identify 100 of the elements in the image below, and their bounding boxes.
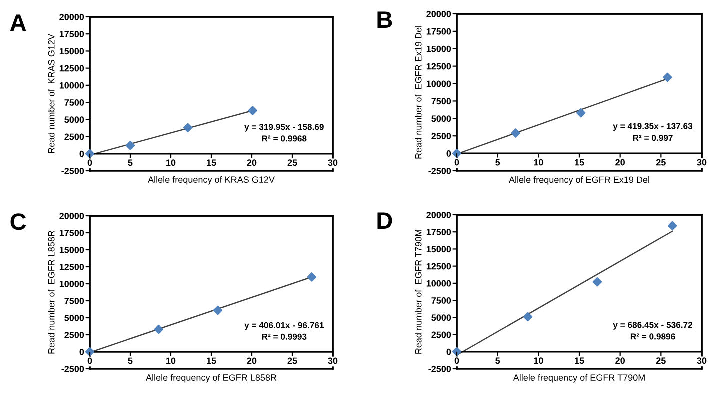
y-tick-label: 20000 [426, 212, 452, 218]
x-tick-label: 30 [697, 159, 707, 166]
point [85, 347, 95, 357]
x-axis-title: Allele frequency of KRAS G12V [148, 176, 275, 185]
x-tick-label: 15 [207, 160, 216, 166]
y-tick-label: 15000 [60, 246, 84, 254]
y-tick-label: 15000 [60, 48, 84, 55]
y-tick-label: 5000 [432, 314, 452, 322]
x-tick-label: 5 [496, 358, 500, 364]
x-tick-label: 5 [128, 358, 133, 364]
annotation: R² = 0.9968 [262, 136, 307, 142]
y-tick-label: 7500 [64, 100, 84, 106]
y-tick-label: 15000 [426, 46, 452, 52]
y-tick-label: 12500 [60, 264, 84, 270]
x-axis-title: Allele frequency of EGFR Ex19 Del [509, 176, 650, 185]
y-tick-label: 10000 [426, 80, 452, 88]
y-tick-label: 17500 [60, 230, 84, 236]
x-tick-label: 25 [288, 160, 298, 166]
x-tick-label: 15 [207, 358, 216, 364]
point [452, 347, 462, 357]
point [183, 123, 193, 133]
chart-title: A [10, 14, 26, 32]
x-tick-label: 20 [616, 159, 625, 166]
point [85, 149, 95, 159]
y-tick-label: 7500 [64, 298, 84, 304]
x-tick-label: 25 [656, 159, 666, 166]
chart-title: D [378, 212, 392, 230]
y-tick-label: 2500 [64, 134, 84, 140]
annotation: y = 419.35x - 137.63 [613, 123, 693, 132]
x-tick-label: 5 [496, 159, 500, 166]
y-tick-label: 10000 [426, 280, 452, 287]
y-tick-label: 10000 [60, 280, 84, 288]
y-tick-label: 15000 [426, 246, 452, 253]
point [592, 277, 602, 287]
x-tick-label: 10 [534, 159, 544, 166]
x-tick-label: 15 [575, 159, 584, 166]
point [248, 106, 258, 116]
y-tick-label: 17500 [426, 229, 452, 236]
y-tick-label: 5000 [64, 116, 84, 124]
point [213, 306, 223, 316]
x-tick-label: 20 [247, 160, 257, 166]
annotation: y = 686.45x - 536.72 [613, 322, 693, 330]
x-tick-label: 15 [575, 358, 584, 364]
x-tick-label: 20 [616, 358, 625, 364]
y-axis-title: Read number of EGFR L858R [48, 230, 55, 354]
y-tick-label: 20000 [60, 14, 84, 20]
x-axis-title: Allele frequency of EGFR T790M [513, 374, 645, 383]
y-tick-label: 5000 [432, 116, 452, 122]
y-tick-label: -2500 [62, 168, 84, 174]
x-tick-label: 30 [328, 160, 338, 166]
annotation: y = 406.01x - 96.761 [244, 322, 324, 330]
point [126, 141, 136, 150]
x-axis-title: Allele frequency of EGFR L858R [146, 374, 277, 383]
y-tick-label: 0 [80, 348, 84, 356]
x-tick-label: 0 [454, 159, 460, 166]
point [668, 221, 678, 231]
x-tick-label: 0 [88, 358, 92, 364]
y-tick-label: 2500 [64, 332, 84, 338]
y-tick-label: 0 [446, 150, 452, 157]
x-tick-label: 30 [328, 358, 338, 364]
x-tick-label: 20 [247, 358, 257, 364]
annotation: R² = 0.997 [633, 135, 673, 142]
x-tick-label: 5 [128, 160, 133, 166]
y-tick-label: 0 [80, 150, 84, 158]
y-tick-label: 7500 [432, 98, 452, 105]
y-tick-label: -2500 [62, 366, 84, 372]
point [523, 312, 533, 322]
y-tick-label: 20000 [426, 10, 452, 18]
y-tick-label: 2500 [432, 133, 452, 140]
point [452, 148, 462, 158]
annotation: y = 319.95x - 158.69 [244, 124, 324, 132]
point [511, 128, 520, 138]
x-tick-label: 0 [88, 160, 92, 166]
y-tick-label: 2500 [432, 332, 452, 338]
point [663, 72, 672, 82]
x-tick-label: 25 [288, 358, 298, 364]
annotation: R² = 0.9993 [262, 334, 307, 340]
chart-title: B [378, 12, 392, 28]
y-tick-label: 20000 [60, 212, 84, 220]
x-tick-label: 10 [534, 358, 544, 364]
x-tick-label: 30 [697, 358, 707, 364]
point [576, 108, 586, 118]
x-tick-label: 25 [656, 358, 666, 364]
point [154, 324, 164, 334]
y-tick-label: -2500 [428, 366, 452, 372]
y-tick-label: 12500 [60, 65, 84, 72]
y-tick-label: 12500 [426, 63, 452, 70]
point [307, 272, 317, 282]
y-axis-title: Read number of EGFR Ex19 Del [415, 26, 422, 159]
y-tick-label: 5000 [64, 314, 84, 322]
x-tick-label: 10 [166, 358, 176, 364]
x-tick-label: 0 [454, 358, 460, 364]
annotation: R² = 0.9896 [630, 334, 676, 340]
y-tick-label: 12500 [426, 263, 452, 270]
chart-title: C [10, 214, 26, 230]
y-axis-title: Read number of KRAS G12V [48, 34, 55, 154]
x-tick-label: 10 [166, 160, 176, 166]
y-tick-label: 10000 [60, 82, 84, 89]
y-tick-label: 17500 [426, 28, 452, 35]
y-tick-label: 7500 [432, 298, 452, 304]
